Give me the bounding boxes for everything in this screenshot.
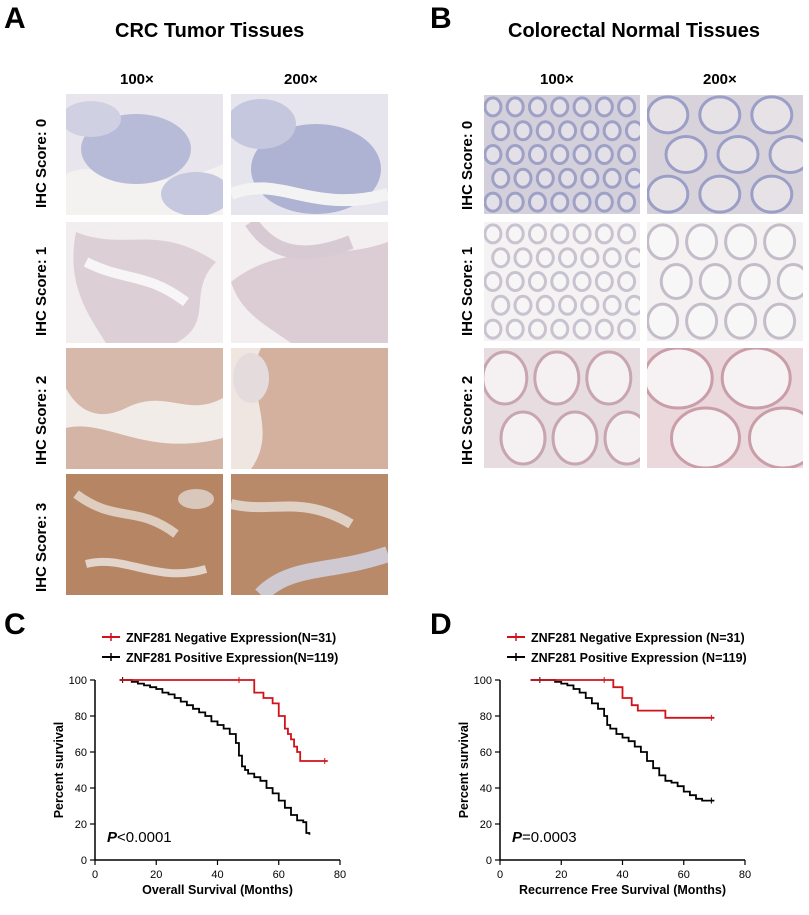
micrograph-normal-score0-100x <box>484 95 640 214</box>
micrograph-crc-score3-200x <box>231 474 388 595</box>
panel-a-title: CRC Tumor Tissues <box>115 20 305 42</box>
panel-b-row-label-0: IHC Score: 0 <box>459 120 476 210</box>
panel-d-letter: D <box>430 608 452 641</box>
chart-d-xlabel: Recurrence Free Survival (Months) <box>519 883 726 897</box>
chart-d-xtick-label-40: 40 <box>616 869 628 881</box>
chart-d-ytick-label-20: 20 <box>480 819 492 831</box>
micrograph-normal-score1-200x <box>647 222 803 341</box>
chart-c-ytick-label-40: 40 <box>75 783 87 795</box>
micrograph-crc-score1-100x <box>66 222 223 343</box>
chart-d-xtick-label-80: 80 <box>739 869 751 881</box>
chart-c-xlabel: Overall Survival (Months) <box>142 883 293 897</box>
chart-c-xtick-label-20: 20 <box>150 869 162 881</box>
chart-d-ytick-label-0: 0 <box>486 855 492 867</box>
panel-c-letter: C <box>4 608 26 641</box>
chart-c-legend-label-1: ZNF281 Positive Expression(N=119) <box>126 651 338 665</box>
panel-b-mag-100: 100× <box>540 71 574 88</box>
panel-a-letter: A <box>4 2 26 35</box>
chart-c-curve-1 <box>119 679 311 835</box>
micrograph-crc-score2-200x <box>231 348 388 469</box>
chart-d-pvalue: P=0.0003 <box>512 829 577 846</box>
chart-c-xtick-label-40: 40 <box>211 869 223 881</box>
panel-b-letter: B <box>430 2 452 35</box>
chart-c-ytick-label-20: 20 <box>75 819 87 831</box>
chart-d-ytick-label-80: 80 <box>480 711 492 723</box>
chart-d-ylabel: Percent survival <box>457 722 471 819</box>
chart-d-curve-0 <box>530 679 715 719</box>
micrograph-normal-score2-100x <box>484 348 640 468</box>
chart-c-xtick-label-60: 60 <box>273 869 285 881</box>
chart-overall-survival: ZNF281 Negative Expression(N=31) ZNF281 P… <box>52 631 346 897</box>
micrograph-crc-score1-200x <box>231 222 388 343</box>
micrograph-normal-score2-200x <box>647 348 803 468</box>
panel-a-mag-200: 200× <box>284 71 318 88</box>
chart-c-curve-0 <box>119 679 328 762</box>
chart-c-xtick-label-80: 80 <box>334 869 346 881</box>
chart-d-curve-1 <box>530 679 715 802</box>
micrograph-normal-score0-200x <box>647 95 803 214</box>
panel-a-row-label-2: IHC Score: 2 <box>33 375 50 465</box>
micrograph-crc-score0-200x <box>231 94 388 215</box>
chart-recurrence-free-survival: ZNF281 Negative Expression (N=31) ZNF281 … <box>457 631 751 897</box>
chart-c-ytick-label-60: 60 <box>75 747 87 759</box>
chart-d-ytick-label-60: 60 <box>480 747 492 759</box>
panel-b-mag-200: 200× <box>703 71 737 88</box>
chart-c-pvalue: P<0.0001 <box>107 829 172 846</box>
panel-b-row-label-2: IHC Score: 2 <box>459 375 476 465</box>
chart-c-legend-label-0: ZNF281 Negative Expression(N=31) <box>126 631 336 645</box>
chart-c-ytick-label-100: 100 <box>69 675 87 687</box>
chart-d-legend-label-1: ZNF281 Positive Expression (N=119) <box>531 651 747 665</box>
chart-d-ytick-label-40: 40 <box>480 783 492 795</box>
chart-d-legend-label-0: ZNF281 Negative Expression (N=31) <box>531 631 745 645</box>
panel-b-row-label-1: IHC Score: 1 <box>459 246 476 336</box>
chart-c-ytick-label-80: 80 <box>75 711 87 723</box>
micrograph-crc-score3-100x <box>66 474 223 595</box>
panel-b-title: Colorectal Normal Tissues <box>508 20 760 42</box>
panel-a-mag-100: 100× <box>120 71 154 88</box>
chart-d-ytick-label-100: 100 <box>474 675 492 687</box>
panel-a-row-label-0: IHC Score: 0 <box>33 118 50 208</box>
chart-d-xtick-label-0: 0 <box>497 869 503 881</box>
chart-d-xtick-label-60: 60 <box>678 869 690 881</box>
chart-c-ylabel: Percent survival <box>52 722 66 819</box>
panel-a-row-label-3: IHC Score: 3 <box>33 502 50 592</box>
micrograph-normal-score1-100x <box>484 222 640 341</box>
panel-a-row-label-1: IHC Score: 1 <box>33 246 50 336</box>
chart-c-ytick-label-0: 0 <box>81 855 87 867</box>
micrograph-crc-score0-100x <box>66 94 223 215</box>
micrograph-crc-score2-100x <box>66 348 223 469</box>
chart-d-xtick-label-20: 20 <box>555 869 567 881</box>
chart-c-xtick-label-0: 0 <box>92 869 98 881</box>
